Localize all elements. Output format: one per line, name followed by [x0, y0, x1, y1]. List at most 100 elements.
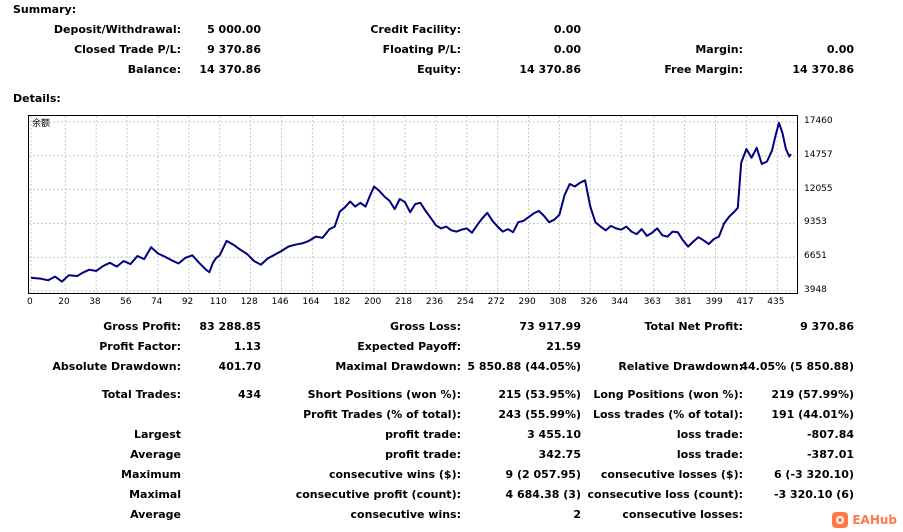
- floating-value: 0.00: [553, 43, 581, 56]
- closed-pl-value: 9 370.86: [207, 43, 261, 56]
- x-tick-label: 236: [425, 297, 444, 307]
- chart-title: 余额: [32, 119, 51, 129]
- max-consecutive-losses-label: consecutive losses ($):: [600, 468, 743, 481]
- gross-loss-label: Gross Loss:: [390, 320, 461, 333]
- floating-label: Floating P/L:: [382, 43, 461, 56]
- x-tick-label: 326: [580, 297, 598, 307]
- x-tick-label: 381: [674, 297, 692, 307]
- average-label: Average: [130, 448, 181, 461]
- free-margin-label: Free Margin:: [664, 63, 743, 76]
- y-tick-label: 6651: [804, 251, 827, 262]
- total-trades-value: 434: [238, 388, 261, 401]
- watermark-text: EAHub: [852, 513, 897, 527]
- profit-factor-label: Profit Factor:: [99, 340, 181, 353]
- gross-profit-value: 83 288.85: [199, 320, 261, 333]
- gross-loss-value: 73 917.99: [519, 320, 581, 333]
- margin-value: 0.00: [826, 43, 854, 56]
- maximal-consecutive-profit-value: 4 684.38 (3): [505, 488, 581, 501]
- free-margin-value: 14 370.86: [792, 63, 854, 76]
- x-tick-label: 20: [58, 297, 70, 307]
- x-tick-label: 218: [394, 297, 413, 307]
- x-tick-label: 308: [549, 297, 567, 307]
- x-tick-label: 399: [705, 297, 723, 307]
- summary-heading: Summary:: [13, 3, 77, 16]
- maximal-label: Maximal: [129, 488, 181, 501]
- eahub-logo-icon: [832, 512, 849, 528]
- relative-drawdown-label: Relative Drawdown:: [618, 360, 743, 373]
- absolute-drawdown-value: 401.70: [218, 360, 261, 373]
- average-loss-label: loss trade:: [676, 448, 743, 461]
- average-consecutive-wins-label: consecutive wins:: [350, 508, 461, 521]
- equity-value: 14 370.86: [519, 63, 581, 76]
- y-tick-label: 14757: [804, 149, 833, 160]
- margin-label: Margin:: [695, 43, 743, 56]
- balance-chart: 余额: [28, 115, 798, 294]
- x-tick-label: 0: [27, 297, 33, 307]
- x-tick-label: 110: [209, 297, 227, 307]
- profit-trades-value: 243 (55.99%): [498, 408, 581, 421]
- total-net-label: Total Net Profit:: [644, 320, 744, 333]
- gross-profit-label: Gross Profit:: [103, 320, 181, 333]
- equity-label: Equity:: [417, 63, 461, 76]
- total-trades-label: Total Trades:: [101, 388, 181, 401]
- largest-loss-value: -807.84: [806, 428, 854, 441]
- maximal-consecutive-loss-value: -3 320.10 (6): [773, 488, 854, 501]
- expected-payoff-value: 21.59: [546, 340, 581, 353]
- average-consecutive-label: Average: [130, 508, 181, 521]
- x-tick-label: 164: [302, 297, 320, 307]
- total-net-value: 9 370.86: [800, 320, 854, 333]
- average-profit-label: profit trade:: [385, 448, 461, 461]
- x-tick-label: 344: [611, 297, 629, 307]
- x-tick-label: 38: [89, 297, 101, 307]
- balance-series-line: [30, 121, 792, 283]
- y-tick-label: 17460: [804, 116, 833, 126]
- profit-factor-value: 1.13: [233, 340, 261, 353]
- x-tick-label: 272: [487, 297, 505, 307]
- loss-trades-value: 191 (44.01%): [771, 408, 854, 421]
- x-tick-label: 363: [643, 297, 661, 307]
- closed-pl-label: Closed Trade P/L:: [74, 43, 181, 56]
- balance-value: 14 370.86: [199, 63, 261, 76]
- x-tick-label: 417: [736, 297, 754, 307]
- average-consecutive-wins-value: 2: [573, 508, 581, 521]
- max-consecutive-wins-value: 9 (2 057.95): [505, 468, 581, 481]
- short-positions-label: Short Positions (won %):: [307, 388, 461, 401]
- credit-label: Credit Facility:: [370, 23, 461, 36]
- x-tick-label: 128: [240, 297, 258, 307]
- balance-label: Balance:: [127, 63, 181, 76]
- average-consecutive-losses-label: consecutive losses:: [622, 508, 743, 521]
- maximal-consecutive-profit-label: consecutive profit (count):: [295, 488, 461, 501]
- y-tick-label: 9353: [804, 217, 827, 228]
- max-consecutive-wins-label: consecutive wins ($):: [328, 468, 461, 481]
- x-tick-label: 74: [150, 297, 163, 307]
- short-positions-value: 215 (53.95%): [498, 388, 581, 401]
- largest-profit-label: profit trade:: [385, 428, 461, 441]
- x-tick-label: 182: [333, 297, 351, 307]
- x-tick-label: 435: [767, 297, 785, 307]
- largest-profit-value: 3 455.10: [527, 428, 581, 441]
- x-tick-label: 290: [518, 297, 536, 307]
- maximal-drawdown-label: Maximal Drawdown:: [335, 360, 461, 373]
- deposit-label: Deposit/Withdrawal:: [53, 23, 181, 36]
- balance-chart-svg: [29, 116, 797, 293]
- deposit-value: 5 000.00: [207, 23, 261, 36]
- x-tick-label: 92: [181, 297, 194, 307]
- maximum-label: Maximum: [121, 468, 181, 481]
- x-tick-label: 56: [120, 297, 132, 307]
- average-loss-value: -387.01: [806, 448, 854, 461]
- x-tick-label: 200: [364, 297, 382, 307]
- long-positions-label: Long Positions (won %):: [593, 388, 743, 401]
- max-consecutive-losses-value: 6 (-3 320.10): [773, 468, 854, 481]
- long-positions-value: 219 (57.99%): [771, 388, 854, 401]
- expected-payoff-label: Expected Payoff:: [357, 340, 461, 353]
- largest-loss-label: loss trade:: [676, 428, 743, 441]
- relative-drawdown-value: 44.05% (5 850.88): [740, 360, 854, 373]
- profit-trades-label: Profit Trades (% of total):: [303, 408, 461, 421]
- loss-trades-label: Loss trades (% of total):: [592, 408, 743, 421]
- largest-label: Largest: [134, 428, 181, 441]
- absolute-drawdown-label: Absolute Drawdown:: [52, 360, 181, 373]
- y-tick-label: 3948: [804, 285, 827, 295]
- credit-value: 0.00: [553, 23, 581, 36]
- details-heading: Details:: [13, 92, 61, 105]
- average-profit-value: 342.75: [538, 448, 581, 461]
